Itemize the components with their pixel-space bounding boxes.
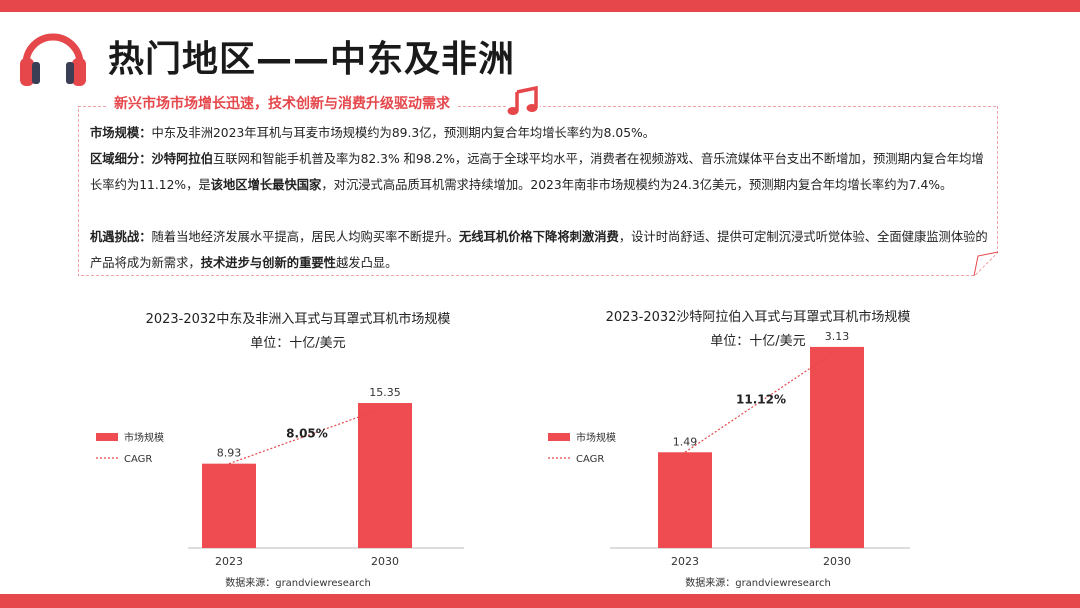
bold-saudi: 沙特阿拉伯 xyxy=(151,152,214,166)
paragraph-region: 区域细分：沙特阿拉伯互联网和智能手机普及率为82.3% 和98.2%，远高于全球… xyxy=(90,146,990,198)
chart-source: 数据来源：grandviewresearch xyxy=(685,578,831,589)
page-title: 热门地区——中东及非洲 xyxy=(108,39,516,80)
text-region-1: 互联网和智能手机普及率为82.3% 和98.2%，远高于全球平均水平，消费者在视… xyxy=(90,152,984,192)
tick-label-2030: 2030 xyxy=(823,555,851,568)
label-opportunity: 机遇挑战： xyxy=(90,230,152,244)
bottom-accent-bar xyxy=(0,594,1080,608)
chart-saudi-market: 2023-2032沙特阿拉伯入耳式与耳罩式耳机市场规模 单位：十亿/美元 1.4… xyxy=(548,300,968,590)
chart-source: 数据来源：grandviewresearch xyxy=(225,578,371,589)
bold-fastest: 该地区增长最快国家 xyxy=(210,178,322,192)
data-label-2023: 1.49 xyxy=(673,435,698,448)
music-note-icon xyxy=(506,86,540,118)
legend-label-market: 市场规模 xyxy=(124,431,164,444)
chart-plot: 1.49 2023 3.13 2030 11.12% 市场规模 CAGR xyxy=(548,330,910,568)
paragraph-market-size: 市场规模：中东及非洲2023年耳机与耳麦市场规模约为89.3亿，预测期内复合年均… xyxy=(90,120,990,146)
legend-swatch-market xyxy=(548,433,570,441)
bar-2023 xyxy=(202,463,256,548)
chart-title: 2023-2032沙特阿拉伯入耳式与耳罩式耳机市场规模 xyxy=(605,310,911,325)
bold-innovation: 技术进步与创新的重要性 xyxy=(200,256,336,270)
tick-label-2023: 2023 xyxy=(671,555,699,568)
bar-2030 xyxy=(810,346,864,548)
chart-mea-market: 2023-2032中东及非洲入耳式与耳罩式耳机市场规模 单位：十亿/美元 8.9… xyxy=(88,300,508,590)
text-opportunity-3: 越发凸显。 xyxy=(335,256,398,270)
bar-2030 xyxy=(358,403,412,548)
chart-plot: 8.93 2023 15.35 2030 8.05% 市场规模 CAGR xyxy=(96,386,464,568)
text-opportunity-1: 随着当地经济发展水平提高，居民人均购买率不断提升。 xyxy=(151,230,459,244)
headphones-icon xyxy=(20,33,86,86)
legend-label-cagr: CAGR xyxy=(576,454,604,465)
bar-2023 xyxy=(658,452,712,548)
bold-wireless: 无线耳机价格下降将刺激消费 xyxy=(458,230,619,244)
cagr-line xyxy=(228,408,382,465)
legend-label-cagr: CAGR xyxy=(124,454,152,465)
tick-label-2023: 2023 xyxy=(215,555,243,568)
summary-box xyxy=(78,106,998,276)
label-market-size: 市场规模： xyxy=(90,126,152,140)
data-label-2030: 15.35 xyxy=(369,386,401,399)
tick-label-2030: 2030 xyxy=(371,555,399,568)
chart-title: 2023-2032中东及非洲入耳式与耳罩式耳机市场规模 xyxy=(145,312,451,327)
chart-unit: 单位：十亿/美元 xyxy=(250,336,346,351)
cagr-value-label: 8.05% xyxy=(286,426,328,440)
section-subtitle: 新兴市场市场增长迅速，技术创新与消费升级驱动需求 xyxy=(108,93,456,113)
cagr-line xyxy=(684,352,834,453)
cagr-value-label: 11.12% xyxy=(736,393,786,407)
paragraph-opportunity: 机遇挑战：随着当地经济发展水平提高，居民人均购买率不断提升。无线耳机价格下降将刺… xyxy=(90,224,990,276)
summary-box-border xyxy=(78,106,998,276)
label-region: 区域细分： xyxy=(90,152,152,166)
text-opportunity-2: ，设计时尚舒适、提供可定制沉浸式听觉体验、全面健康监测体验的产品将成为新需求， xyxy=(90,230,988,270)
text-region-2: ，对沉浸式高品质耳机需求持续增加。2023年南非市场规模约为24.3亿美元，预测… xyxy=(321,178,953,192)
data-label-2030: 3.13 xyxy=(825,330,850,343)
top-accent-bar xyxy=(0,0,1080,12)
data-label-2023: 8.93 xyxy=(217,447,242,460)
legend-label-market: 市场规模 xyxy=(576,431,616,444)
legend-swatch-market xyxy=(96,433,118,441)
chart-unit: 单位：十亿/美元 xyxy=(710,334,806,349)
text-market-size: 中东及非洲2023年耳机与耳麦市场规模约为89.3亿，预测期内复合年均增长率约为… xyxy=(151,126,656,140)
